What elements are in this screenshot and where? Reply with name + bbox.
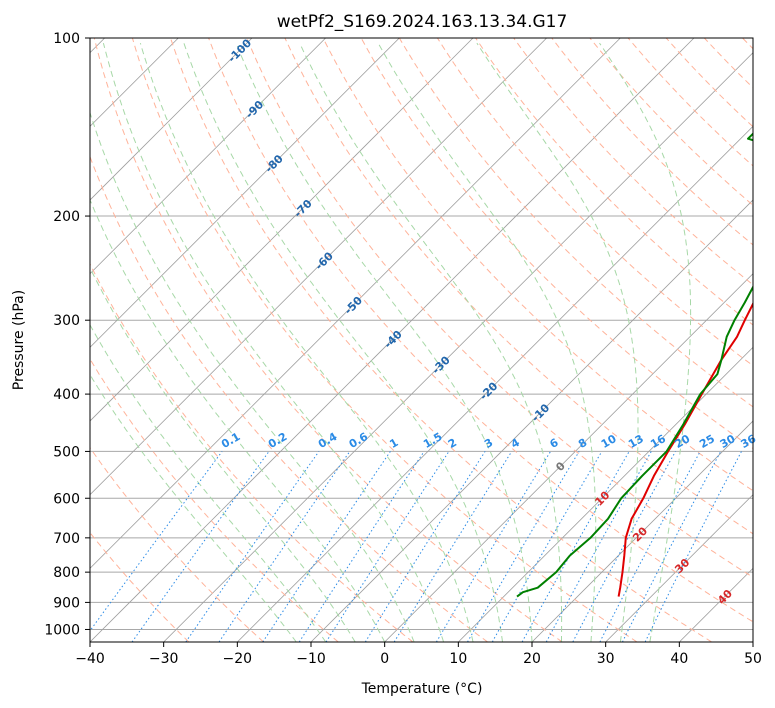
chart-title: wetPf2_S169.2024.163.13.34.G17 xyxy=(277,12,568,32)
y-tick-label: 200 xyxy=(53,209,80,225)
mixing-ratio-line xyxy=(644,451,742,642)
mixing-ratio-line xyxy=(325,451,450,642)
mixing-ratio-line xyxy=(218,451,351,642)
isotherm-line xyxy=(90,38,621,569)
isotherm-line xyxy=(458,346,753,642)
moist-adiabat-line xyxy=(102,42,445,642)
isotherm-line xyxy=(90,38,253,201)
y-tick-label: 600 xyxy=(53,491,80,507)
y-axis-label: Pressure (hPa) xyxy=(11,290,27,390)
dry-adiabat-line xyxy=(284,38,753,535)
x-tick-label: 0 xyxy=(380,651,389,667)
dry-adiabat-line xyxy=(90,358,339,642)
mixing-ratio-line xyxy=(545,451,652,642)
temperature-profile xyxy=(617,301,753,597)
x-tick-label: 10 xyxy=(449,651,467,667)
sounding-profiles xyxy=(516,132,753,598)
y-tick-label: 500 xyxy=(53,444,80,460)
dry-adiabat-line xyxy=(131,38,638,642)
moist-adiabat-line xyxy=(90,266,356,642)
isotherm-line xyxy=(237,125,753,642)
y-tick-label: 1000 xyxy=(44,622,80,638)
y-tick-label: 900 xyxy=(53,595,80,611)
isotherm-line xyxy=(90,38,474,422)
x-tick-label: −10 xyxy=(296,651,326,667)
moist-adiabat-line xyxy=(183,42,503,642)
isotherm-line xyxy=(531,420,753,642)
dry-adiabat-line xyxy=(513,38,753,286)
moist-adiabat-line xyxy=(90,111,415,642)
x-tick-label: 20 xyxy=(523,651,541,667)
x-axis-label: Temperature (°C) xyxy=(361,681,483,697)
background-lines xyxy=(90,38,753,642)
dry-adiabat-line xyxy=(246,38,753,578)
dry-adiabat-line xyxy=(208,38,753,623)
y-tick-label: 400 xyxy=(53,387,80,403)
moist-adiabat-line xyxy=(139,42,474,642)
y-tick-label: 300 xyxy=(53,313,80,329)
mixing-ratio-line xyxy=(131,451,270,642)
y-tick-label: 800 xyxy=(53,565,80,581)
y-tick-label: 100 xyxy=(53,31,80,47)
y-tick-label: 700 xyxy=(53,531,80,547)
moist-adiabat-line xyxy=(299,42,563,642)
moist-adiabat-line xyxy=(476,42,639,642)
axes: −40 −30 −20 −10 0 10 20 30 40 50 100 200 300 400 500 60… xyxy=(44,31,762,667)
dry-adiabat-line xyxy=(93,38,563,642)
moist-adiabat-line xyxy=(235,42,533,642)
isotherm-line xyxy=(605,494,753,642)
x-tick-label: 30 xyxy=(597,651,615,667)
plot-frame xyxy=(89,37,754,643)
mixing-ratio-line xyxy=(298,451,425,642)
mixing-ratio-line xyxy=(262,451,391,642)
dry-adiabat-line xyxy=(90,446,264,642)
isotherm-line xyxy=(163,52,753,642)
x-tick-label: 40 xyxy=(670,651,688,667)
plot-background xyxy=(90,38,753,642)
moist-adiabat-line xyxy=(377,42,597,642)
x-tick-label: 50 xyxy=(744,651,762,667)
mixing-ratio-line xyxy=(185,451,320,642)
moist-adiabat-line xyxy=(90,323,327,642)
isotherm-line xyxy=(90,38,547,496)
isotherm-line xyxy=(90,38,326,275)
mixing-ratio-line xyxy=(393,451,513,642)
mixing-ratio-line xyxy=(90,451,223,632)
isotherm-line xyxy=(90,38,400,348)
moist-adiabat-line xyxy=(599,42,692,642)
x-tick-label: −30 xyxy=(149,651,179,667)
x-tick-label: −40 xyxy=(75,651,105,667)
isotherm-line xyxy=(384,273,753,642)
mixing-ratio-line xyxy=(521,451,630,642)
moist-adiabat-line xyxy=(90,373,297,642)
dry-adiabat-line xyxy=(475,38,753,326)
moist-adiabat-line xyxy=(90,198,386,642)
isotherm-line xyxy=(752,641,753,642)
isotherm-line xyxy=(90,38,695,642)
dewpoint-profile xyxy=(516,132,753,598)
mixing-ratio-line xyxy=(572,451,676,642)
dry-adiabat-line xyxy=(170,38,712,642)
dry-adiabat-line xyxy=(322,38,753,492)
x-tick-label: −20 xyxy=(223,651,253,667)
dry-adiabat-line xyxy=(90,262,414,642)
